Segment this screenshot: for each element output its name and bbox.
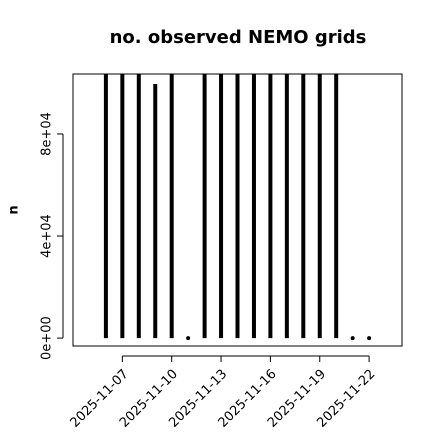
y-tick-label: 8e+04 (40, 112, 55, 156)
chart-title: no. observed NEMO grids (110, 27, 367, 48)
y-axis-label: n (7, 205, 22, 214)
y-tick-label: 4e+04 (40, 214, 55, 258)
y-tick-label: 0e+00 (40, 316, 55, 360)
